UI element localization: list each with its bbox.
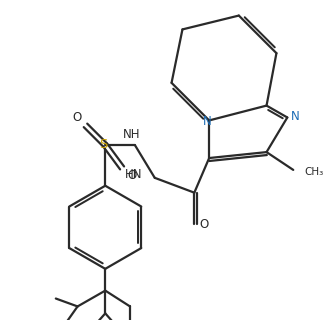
Text: N: N [291,110,300,123]
Text: CH₃: CH₃ [304,167,323,177]
Text: N: N [203,115,212,128]
Text: NH: NH [123,128,141,141]
Text: O: O [200,218,209,231]
Text: S: S [99,138,108,151]
Text: O: O [127,169,137,182]
Text: HN: HN [125,168,143,181]
Text: O: O [72,111,81,124]
